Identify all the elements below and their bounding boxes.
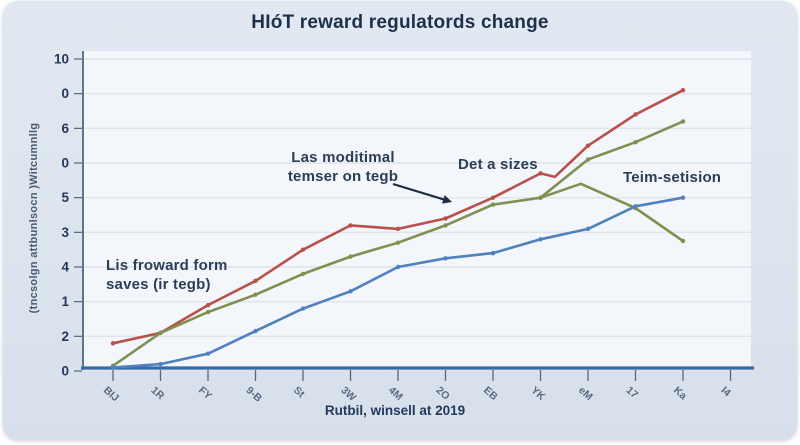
green-branch-line-series — [539, 182, 685, 243]
x-tick-label: 17 — [623, 384, 640, 401]
blue-line-point — [253, 328, 258, 334]
annotation-line: Teim-setision — [623, 169, 722, 186]
x-tick-label: FY — [196, 384, 214, 402]
blue-line-point — [395, 264, 401, 270]
red-line-series — [111, 88, 685, 345]
x-tick-label: 3W — [338, 384, 358, 404]
y-tick-label: 1 — [61, 294, 69, 309]
x-tick-label: 2O — [433, 384, 451, 402]
x-tick-label: EB — [481, 384, 500, 403]
annotation-teim-setision: Teim-setision — [623, 168, 721, 187]
green-line-point — [395, 240, 401, 245]
annotation-arrow-head — [442, 195, 452, 204]
blue-line-point — [585, 226, 591, 232]
annotation-line: Lis froward form — [106, 257, 228, 274]
y-tick-label: 0 — [61, 364, 69, 379]
x-tick-label: eM — [576, 384, 595, 403]
blue-line-point — [348, 289, 353, 294]
y-tick-label: 3 — [61, 225, 69, 240]
annotation-lis-froward: Lis froward form saves (ir tegb) — [106, 256, 228, 294]
chart-card: HIóT reward regulatords change 10 0 6 0 5 3 4 1… — [3, 1, 797, 440]
red-line-point — [348, 223, 353, 228]
green-line-point — [205, 309, 211, 315]
red-line-point — [585, 143, 591, 148]
x-axis-caption: Rutbil, winsell at 2019 — [324, 403, 466, 418]
green-line-point — [158, 330, 163, 336]
red-line-point — [680, 87, 686, 93]
x-tick-label: St — [291, 384, 307, 400]
red-line-point — [443, 216, 448, 221]
blue-line-point — [538, 237, 543, 242]
y-tick-label: 4 — [61, 259, 69, 274]
annotation-det-a-sizes: Det a sizes — [458, 155, 538, 174]
y-tick-label: 5 — [61, 190, 69, 205]
x-tick-label: BIJ — [101, 384, 121, 404]
green-line-point — [490, 202, 496, 207]
green-line-point — [443, 223, 448, 228]
green-line-point — [633, 139, 638, 145]
red-line-point — [395, 226, 401, 232]
chart-title: HIóT reward regulatords change — [251, 12, 549, 33]
blue-line-point — [490, 250, 496, 256]
red-line-point — [110, 341, 116, 346]
red-line-point — [253, 278, 258, 284]
plot-area — [83, 51, 751, 369]
red-line-point — [205, 302, 211, 308]
y-tick-label: 0 — [61, 155, 69, 170]
blue-line-point — [300, 306, 306, 311]
blue-line-point — [633, 204, 638, 209]
blue-line-point — [158, 361, 163, 367]
y-axis-label: (tncsolgn attbunlsocn )Witcumnllg — [28, 122, 40, 314]
annotation-line: saves (ir tegb) — [106, 276, 211, 293]
x-tick-label: I4 — [718, 384, 733, 399]
y-tick-label: 2 — [61, 329, 69, 344]
annotation-line: Las moditimal — [291, 149, 395, 166]
x-tick-label: 4M — [386, 384, 405, 403]
green-line-point — [680, 119, 686, 124]
annotation-las-moditimal: Las moditimal temser on tegb — [275, 148, 411, 186]
x-tick-label: Ka — [671, 384, 689, 402]
annotation-line: temser on tegb — [287, 168, 399, 185]
y-tick-label: 0 — [61, 86, 69, 101]
red-line-point — [633, 112, 638, 117]
blue-line-point — [443, 256, 448, 261]
line-chart: 10 0 6 0 5 3 4 1 2 0 BIJ 1R FY 9-B St 3W 4M 2O EB YK eM 17 Ka I… — [54, 51, 754, 405]
green-branch-line-point — [680, 238, 686, 244]
y-tick-label: 10 — [54, 51, 69, 66]
y-tick-label: 6 — [61, 121, 69, 136]
annotation-line: Det a sizes — [458, 156, 538, 173]
green-line-point — [585, 157, 591, 162]
x-tick-label: YK — [528, 384, 547, 403]
x-tick-label: 1R — [148, 384, 166, 402]
red-line-point — [490, 195, 496, 200]
blue-line-point — [205, 351, 211, 356]
red-line-point — [300, 247, 306, 252]
green-line-point — [300, 271, 306, 277]
blue-line-point — [110, 365, 116, 370]
x-tick-label: 9-B — [243, 384, 264, 405]
green-line-point — [348, 254, 353, 259]
red-line-point — [538, 171, 543, 176]
annotation-arrow-shaft — [392, 182, 449, 202]
green-line-point — [253, 292, 258, 297]
green-branch-line-point — [538, 195, 543, 200]
blue-line-point — [680, 195, 686, 200]
